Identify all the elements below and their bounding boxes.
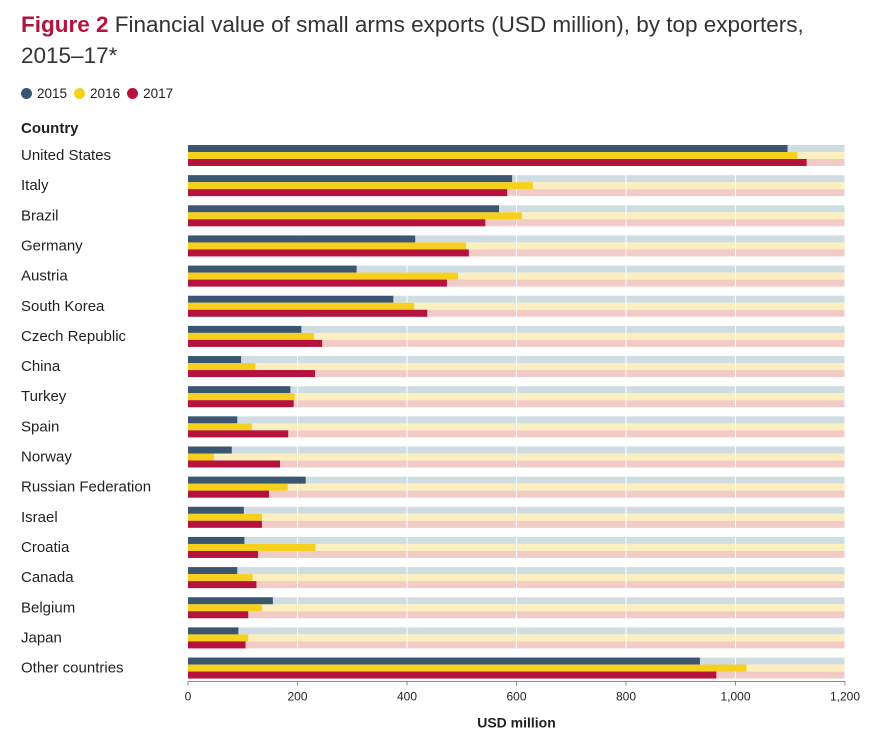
- figure-label: Figure 2: [21, 12, 109, 37]
- bar-brazil-2015: [188, 205, 499, 213]
- bar-austria-2016: [188, 272, 458, 280]
- x-tick-label-1: 200: [287, 690, 307, 704]
- bar-south-korea-2016: [188, 302, 415, 310]
- bar-russian-federation-2016: [188, 483, 288, 491]
- bar-other-countries-2017: [188, 671, 717, 679]
- bar-spain-2016: [188, 423, 253, 431]
- category-label-norway: Norway: [21, 449, 72, 466]
- bar-canada-2015: [188, 567, 238, 575]
- bar-germany-2017: [188, 249, 469, 257]
- bar-turkey-2015: [188, 386, 291, 394]
- category-label-turkey: Turkey: [21, 388, 67, 405]
- bar-china-2015: [188, 356, 242, 364]
- bar-czech-republic-2015: [188, 325, 302, 333]
- legend-swatch-2017: [127, 88, 139, 99]
- category-label-czech-republic: Czech Republic: [21, 328, 127, 345]
- category-label-brazil: Brazil: [21, 207, 59, 224]
- x-axis-title: USD million: [477, 715, 556, 731]
- bar-spain-2017: [188, 430, 289, 438]
- bar-south-korea-2017: [188, 309, 428, 317]
- category-label-germany: Germany: [21, 237, 83, 254]
- legend-swatch-2015: [21, 88, 32, 99]
- x-tick-label-4: 800: [616, 690, 636, 704]
- bar-other-countries-2016: [188, 664, 747, 672]
- bar-china-2016: [188, 363, 256, 371]
- category-label-other-countries: Other countries: [21, 660, 124, 677]
- bar-turkey-2016: [188, 393, 295, 401]
- bar-belgium-2016: [188, 604, 262, 612]
- category-label-russian-federation: Russian Federation: [21, 479, 151, 496]
- chart-title: Figure 2 Financial value of small arms e…: [21, 9, 861, 71]
- bar-united-states-2015: [188, 145, 788, 152]
- category-label-japan: Japan: [21, 629, 62, 646]
- bar-japan-2016: [188, 634, 249, 642]
- x-tick-label-0: 0: [185, 690, 192, 704]
- bar-turkey-2017: [188, 400, 294, 408]
- category-label-belgium: Belgium: [21, 599, 75, 616]
- bar-germany-2015: [188, 235, 416, 243]
- category-label-israel: Israel: [21, 509, 58, 526]
- bar-russian-federation-2015: [188, 476, 306, 484]
- bar-united-states-2017: [188, 159, 807, 166]
- bar-norway-2016: [188, 453, 214, 461]
- legend-label-2017: 2017: [143, 86, 174, 101]
- bar-austria-2017: [188, 279, 447, 287]
- category-label-china: China: [21, 358, 61, 375]
- bar-china-2017: [188, 370, 316, 378]
- x-tick-label-3: 600: [506, 690, 526, 704]
- category-label-austria: Austria: [21, 268, 68, 285]
- bar-italy-2016: [188, 182, 533, 190]
- x-tick-label-2: 400: [397, 690, 417, 704]
- bar-other-countries-2015: [188, 657, 700, 665]
- bar-czech-republic-2016: [188, 332, 314, 340]
- x-tick-label-5: 1,000: [720, 690, 750, 704]
- bar-japan-2017: [188, 641, 246, 649]
- bar-croatia-2015: [188, 536, 245, 544]
- legend: 2015 2016 2017: [21, 86, 180, 101]
- bar-italy-2017: [188, 189, 508, 197]
- bar-spain-2015: [188, 416, 238, 424]
- category-label-croatia: Croatia: [21, 539, 70, 556]
- bar-canada-2017: [188, 581, 257, 589]
- bar-croatia-2017: [188, 550, 259, 558]
- bar-brazil-2016: [188, 212, 522, 220]
- title-text: Financial value of small arms exports (U…: [21, 12, 804, 68]
- bar-canada-2016: [188, 574, 253, 582]
- legend-label-2015: 2015: [37, 86, 68, 101]
- bar-israel-2015: [188, 506, 244, 514]
- legend-label-2016: 2016: [90, 86, 121, 101]
- bar-united-states-2016: [188, 152, 798, 159]
- x-tick-label-6: 1,200: [830, 690, 860, 704]
- category-label-south-korea: South Korea: [21, 298, 105, 315]
- bar-israel-2016: [188, 513, 262, 521]
- category-label-canada: Canada: [21, 569, 74, 586]
- bar-south-korea-2015: [188, 295, 394, 303]
- bar-austria-2015: [188, 265, 357, 273]
- bar-brazil-2017: [188, 219, 486, 227]
- bar-germany-2016: [188, 242, 467, 250]
- bar-czech-republic-2017: [188, 339, 323, 347]
- bar-italy-2015: [188, 175, 513, 183]
- bar-croatia-2016: [188, 543, 316, 551]
- bar-japan-2015: [188, 627, 239, 635]
- bar-belgium-2017: [188, 611, 249, 619]
- category-header: Country: [21, 120, 79, 137]
- legend-item-2015: 2015: [21, 86, 67, 101]
- legend-swatch-2016: [74, 88, 86, 99]
- bar-russian-federation-2017: [188, 490, 270, 498]
- legend-item-2016: 2016: [74, 86, 120, 101]
- bar-belgium-2015: [188, 597, 273, 605]
- legend-item-2017: 2017: [127, 86, 173, 101]
- category-label-united-states: United States: [21, 147, 111, 164]
- bar-norway-2017: [188, 460, 280, 468]
- category-label-spain: Spain: [21, 418, 59, 435]
- bar-israel-2017: [188, 520, 262, 528]
- bar-norway-2015: [188, 446, 232, 454]
- category-label-italy: Italy: [21, 177, 49, 194]
